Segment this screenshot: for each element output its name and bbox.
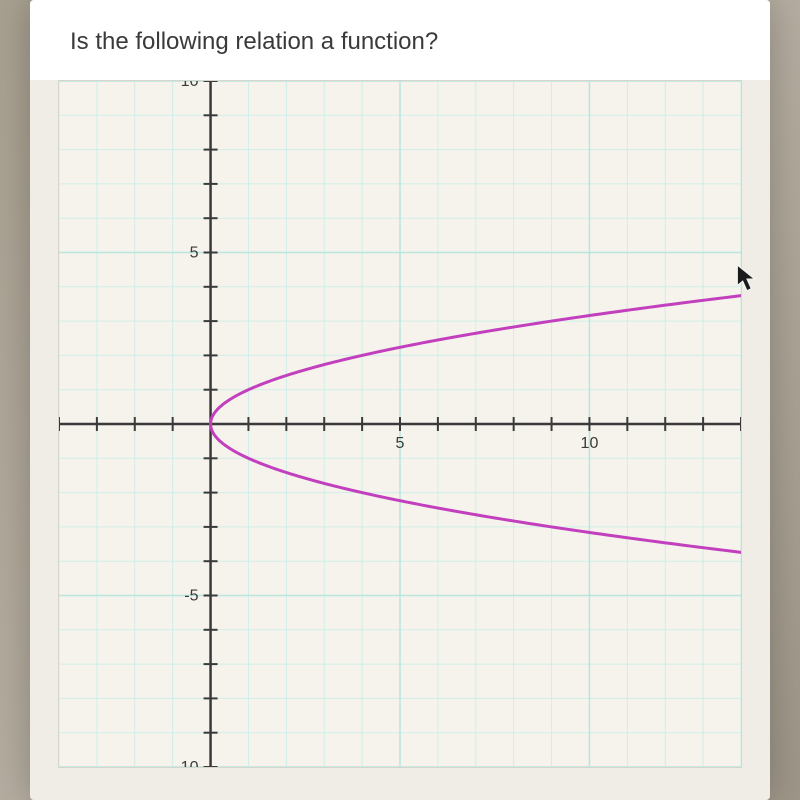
svg-text:5: 5 [190, 245, 199, 262]
question-prompt: Is the following relation a function? [30, 0, 770, 80]
relation-graph: 5 10 -10 -5 5 10 [59, 81, 741, 767]
svg-text:10: 10 [581, 435, 599, 452]
svg-text:10: 10 [181, 81, 199, 90]
svg-text:-5: -5 [184, 588, 198, 605]
svg-text:-10: -10 [175, 759, 198, 767]
svg-text:5: 5 [396, 435, 405, 452]
worksheet-page: Is the following relation a function? 5 1… [30, 0, 770, 800]
graph-container: 5 10 -10 -5 5 10 [58, 80, 742, 768]
